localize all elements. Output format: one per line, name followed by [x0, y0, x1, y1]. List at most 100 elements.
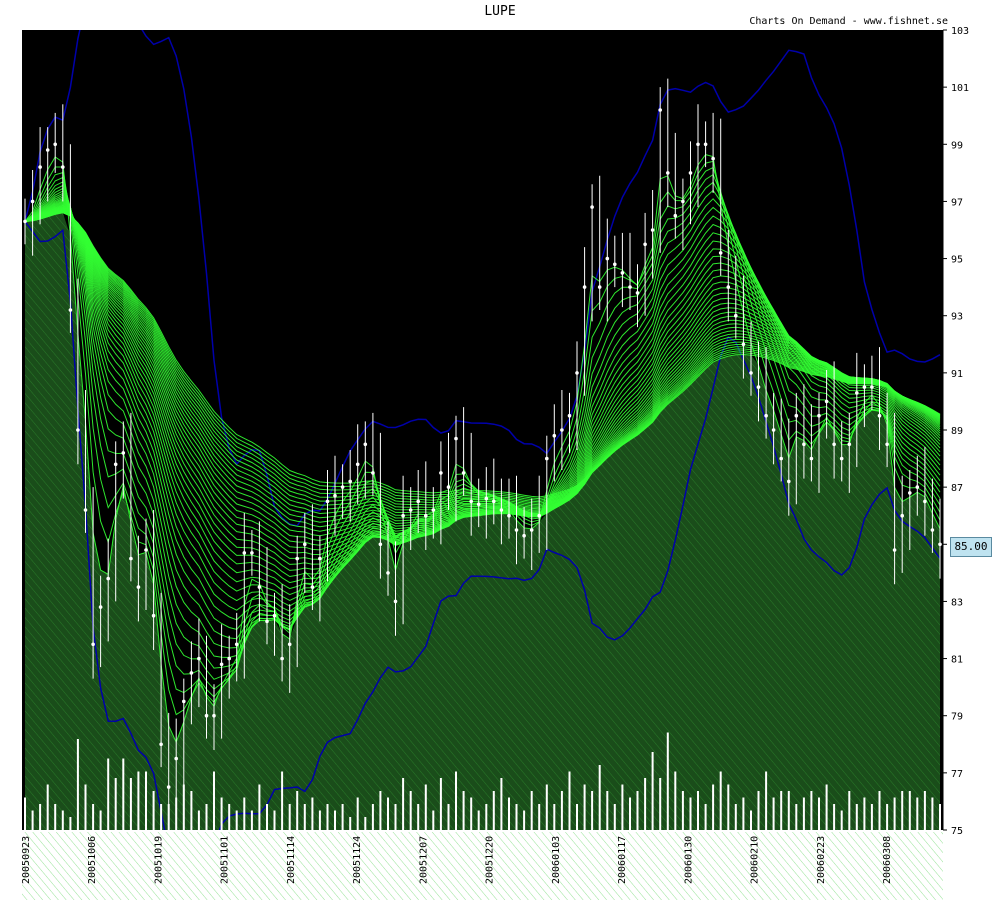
price-point: [696, 142, 700, 147]
price-point: [764, 413, 768, 418]
volume-bar: [545, 784, 548, 830]
volume-bar: [855, 804, 858, 830]
price-point: [401, 513, 405, 518]
price-point: [839, 456, 844, 461]
volume-bar: [886, 804, 889, 830]
volume-bar: [591, 791, 594, 830]
price-point: [734, 313, 738, 318]
volume-bar: [349, 817, 352, 830]
volume-bar: [863, 797, 866, 830]
price-point: [461, 471, 466, 475]
price-point: [151, 613, 156, 618]
volume-bar: [538, 804, 541, 830]
volume-bar: [258, 784, 261, 830]
y-tick-label: 103: [951, 26, 969, 37]
last-price-badge: 85.00: [950, 537, 992, 557]
price-point: [416, 499, 421, 504]
price-point: [718, 251, 723, 255]
x-tick-label: 20051101: [220, 836, 231, 884]
price-point: [575, 371, 579, 375]
price-point: [386, 571, 390, 575]
volume-bar: [508, 797, 510, 830]
volume-bar: [318, 810, 321, 830]
volume-bar: [114, 778, 117, 830]
price-point: [613, 262, 617, 267]
x-tick-label: 20050923: [21, 836, 32, 884]
ema-ribbon-line-35: [24, 211, 941, 503]
volume-bar: [24, 797, 26, 830]
price-point: [280, 656, 284, 661]
price-point: [318, 556, 322, 561]
y-tick-label: 83: [951, 597, 963, 608]
volume-bar: [750, 810, 752, 830]
price-point: [787, 479, 791, 484]
volume-bar: [122, 758, 125, 830]
volume-bar: [704, 804, 707, 830]
x-tick-label: 20060130: [683, 836, 694, 884]
price-point: [38, 165, 42, 169]
volume-bar: [666, 732, 669, 830]
price-point: [113, 462, 118, 467]
ribbon-hatch-area: [25, 212, 940, 830]
price-point: [310, 585, 315, 589]
volume-bar: [500, 778, 503, 830]
volume-bar: [810, 791, 813, 830]
volume-bar: [334, 810, 336, 830]
price-point: [824, 399, 829, 404]
price-point: [129, 556, 133, 561]
volume-bar: [296, 791, 299, 830]
volume-bar: [659, 778, 662, 830]
price-point: [454, 436, 458, 441]
volume-bar: [266, 804, 268, 830]
price-point: [628, 285, 632, 289]
price-point: [847, 442, 852, 447]
volume-bar: [76, 739, 79, 830]
x-tick-label: 20060103: [551, 836, 562, 884]
volume-bar: [99, 810, 102, 830]
volume-bar: [129, 778, 132, 830]
ema-ribbon-line-36: [24, 211, 941, 501]
volume-bar: [697, 791, 699, 830]
price-point: [469, 499, 474, 504]
volume-bar: [54, 804, 57, 830]
volume-bar: [712, 784, 715, 830]
price-point: [144, 548, 148, 552]
date-axis-band: [22, 832, 943, 900]
price-point: [817, 413, 821, 418]
volume-bar: [341, 804, 344, 830]
volume-bar: [727, 784, 730, 830]
price-point: [892, 548, 897, 552]
volume-bar: [356, 797, 359, 830]
x-tick-label: 20060223: [816, 836, 827, 884]
volume-bar: [840, 810, 843, 830]
price-point: [673, 213, 678, 218]
price-point: [794, 413, 799, 418]
volume-bar: [243, 797, 246, 830]
price-point: [439, 471, 443, 475]
price-point: [378, 542, 383, 547]
volume-bar: [818, 797, 820, 830]
x-tick-label: 20051019: [154, 836, 165, 884]
price-point: [91, 642, 95, 647]
price-point: [522, 533, 526, 538]
price-point: [476, 502, 481, 507]
x-tick-label: 20060210: [750, 836, 761, 884]
volume-bar: [160, 804, 163, 830]
price-point: [923, 499, 927, 504]
price-point: [348, 479, 353, 484]
price-point: [567, 413, 572, 418]
ema-ribbon-line-25: [24, 208, 941, 537]
ema-ribbon-line-29: [24, 210, 941, 519]
volume-bar: [417, 804, 420, 830]
price-point: [355, 462, 360, 467]
volume-bar: [46, 784, 49, 830]
price-point: [741, 342, 746, 347]
volume-bar: [568, 771, 571, 830]
volume-bar: [477, 810, 480, 830]
price-point: [393, 599, 398, 604]
volume-bar: [848, 791, 851, 830]
price-point: [703, 142, 708, 147]
price-point: [908, 491, 912, 495]
price-point: [287, 642, 292, 647]
y-tick-label: 91: [951, 369, 963, 380]
